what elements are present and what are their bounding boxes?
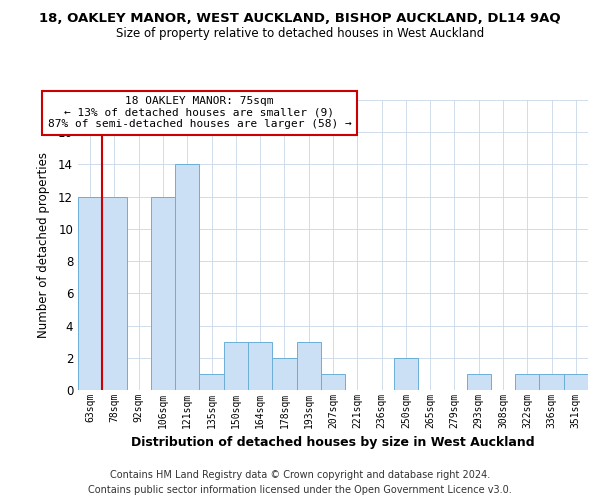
Text: 18 OAKLEY MANOR: 75sqm
← 13% of detached houses are smaller (9)
87% of semi-deta: 18 OAKLEY MANOR: 75sqm ← 13% of detached… xyxy=(47,96,352,130)
Bar xyxy=(102,196,127,390)
X-axis label: Distribution of detached houses by size in West Auckland: Distribution of detached houses by size … xyxy=(131,436,535,450)
Text: Contains HM Land Registry data © Crown copyright and database right 2024.: Contains HM Land Registry data © Crown c… xyxy=(110,470,490,480)
Bar xyxy=(394,358,418,390)
Bar xyxy=(467,374,491,390)
Text: Size of property relative to detached houses in West Auckland: Size of property relative to detached ho… xyxy=(116,28,484,40)
Bar xyxy=(78,196,102,390)
Bar xyxy=(272,358,296,390)
Bar xyxy=(199,374,224,390)
Bar xyxy=(515,374,539,390)
Y-axis label: Number of detached properties: Number of detached properties xyxy=(37,152,50,338)
Bar xyxy=(224,342,248,390)
Bar xyxy=(296,342,321,390)
Bar xyxy=(151,196,175,390)
Bar xyxy=(248,342,272,390)
Bar xyxy=(175,164,199,390)
Bar xyxy=(539,374,564,390)
Bar xyxy=(321,374,345,390)
Bar xyxy=(564,374,588,390)
Text: 18, OAKLEY MANOR, WEST AUCKLAND, BISHOP AUCKLAND, DL14 9AQ: 18, OAKLEY MANOR, WEST AUCKLAND, BISHOP … xyxy=(39,12,561,26)
Text: Contains public sector information licensed under the Open Government Licence v3: Contains public sector information licen… xyxy=(88,485,512,495)
